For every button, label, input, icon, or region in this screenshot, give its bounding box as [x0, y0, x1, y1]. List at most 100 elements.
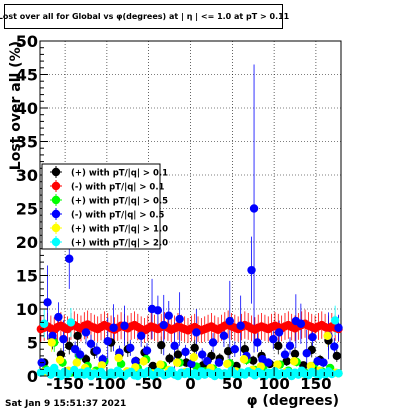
y-tick-label: 35 — [16, 133, 38, 152]
data-point — [81, 355, 91, 364]
data-point — [159, 320, 168, 330]
data-point — [269, 334, 278, 344]
data-point — [327, 369, 337, 379]
data-point — [296, 319, 306, 328]
data-point — [114, 353, 123, 363]
data-point — [109, 323, 118, 332]
data-point — [165, 354, 174, 363]
data-point — [319, 358, 328, 367]
data-point — [230, 345, 240, 354]
y-tick-label: 10 — [16, 300, 38, 319]
data-point — [39, 319, 49, 328]
legend-label: (+) with pT/|q| > 0.1 — [71, 169, 168, 179]
data-point — [249, 204, 259, 213]
data-point — [290, 349, 300, 359]
y-tick-label: 0 — [27, 367, 38, 386]
legend-box — [41, 163, 161, 250]
x-tick-label: 150 — [300, 375, 331, 393]
y-tick-label: 5 — [27, 334, 38, 353]
legend-label: (+) with pT/|q| > 2.0 — [71, 239, 168, 249]
data-point — [70, 345, 80, 354]
data-point — [43, 298, 52, 307]
data-point — [189, 353, 199, 362]
x-axis-label: φ (degrees) — [247, 393, 339, 409]
data-point — [330, 316, 340, 325]
legend-label: (-) with pT/|q| > 0.1 — [71, 183, 165, 193]
y-axis-label: Lost over all (%) — [8, 41, 24, 170]
data-point — [236, 321, 245, 330]
data-point — [253, 338, 262, 347]
data-point — [47, 338, 56, 347]
data-point — [219, 331, 229, 340]
legend-marker — [51, 181, 61, 191]
data-point — [285, 341, 295, 351]
data-point — [249, 356, 258, 365]
data-point — [334, 323, 343, 332]
data-point — [120, 321, 129, 330]
y-tick-label: 45 — [16, 66, 38, 85]
data-point — [225, 316, 234, 326]
x-tick-label: -50 — [135, 375, 162, 393]
legend-marker — [51, 167, 61, 177]
data-point — [330, 342, 339, 351]
data-point — [181, 347, 190, 357]
title-box: Lost over all for Global vs φ(degrees) a… — [0, 4, 289, 29]
data-point — [86, 339, 96, 349]
data-point — [214, 358, 224, 367]
legend-marker — [51, 223, 61, 233]
legend: (+) with pT/|q| > 0.1 (-) with pT/|q| > 0… — [41, 163, 168, 250]
data-point — [48, 331, 57, 340]
data-point — [72, 358, 81, 367]
legend-marker — [51, 237, 61, 247]
data-point — [136, 331, 146, 340]
data-point — [223, 347, 233, 356]
data-point — [54, 312, 63, 322]
y-tick-label: 50 — [16, 32, 38, 51]
legend-label: (+) with pT/|q| > 1.0 — [71, 225, 168, 235]
data-point — [192, 328, 201, 337]
data-point — [187, 359, 196, 369]
data-point — [172, 358, 182, 367]
data-point — [264, 358, 273, 367]
data-point — [139, 357, 148, 366]
data-point — [280, 350, 290, 359]
data-point — [75, 350, 85, 359]
axes: 0 5 10 15 20 25 30 35 40 45 50 -150 -100 -50 0 50 100 150 — [16, 32, 334, 393]
x-tick-label: 50 — [222, 375, 243, 393]
y-tick-label: 40 — [16, 99, 38, 118]
data-point — [240, 345, 250, 354]
data-point — [164, 311, 173, 320]
data-point — [92, 346, 102, 355]
data-point — [156, 360, 165, 369]
data-point — [131, 357, 140, 366]
data-point — [73, 331, 82, 340]
data-point — [126, 343, 135, 353]
data-point — [273, 360, 282, 369]
data-point — [308, 332, 317, 342]
data-point — [302, 349, 311, 358]
y-tick-label: 20 — [16, 233, 38, 252]
x-tick-label: -100 — [88, 375, 126, 393]
y-tick-label: 30 — [16, 166, 38, 185]
data-point — [65, 254, 74, 263]
data-point — [103, 336, 112, 346]
data-point — [282, 357, 291, 366]
data-point — [223, 359, 232, 369]
legend-label: (-) with pT/|q| > 0.5 — [71, 211, 165, 221]
y-tick-label: 15 — [16, 267, 38, 286]
legend-marker — [51, 195, 61, 205]
data-point — [59, 334, 68, 344]
data-point — [148, 361, 158, 371]
data-point — [36, 368, 46, 377]
data-point — [142, 346, 152, 355]
data-point — [66, 318, 76, 327]
data-point — [203, 357, 212, 366]
x-tick-label: -150 — [46, 375, 84, 393]
data-point — [323, 331, 332, 340]
data-point — [274, 328, 284, 337]
data-point — [81, 328, 91, 337]
legend-marker — [51, 209, 61, 219]
data-point — [247, 265, 256, 275]
y-tick-label: 25 — [16, 200, 38, 219]
